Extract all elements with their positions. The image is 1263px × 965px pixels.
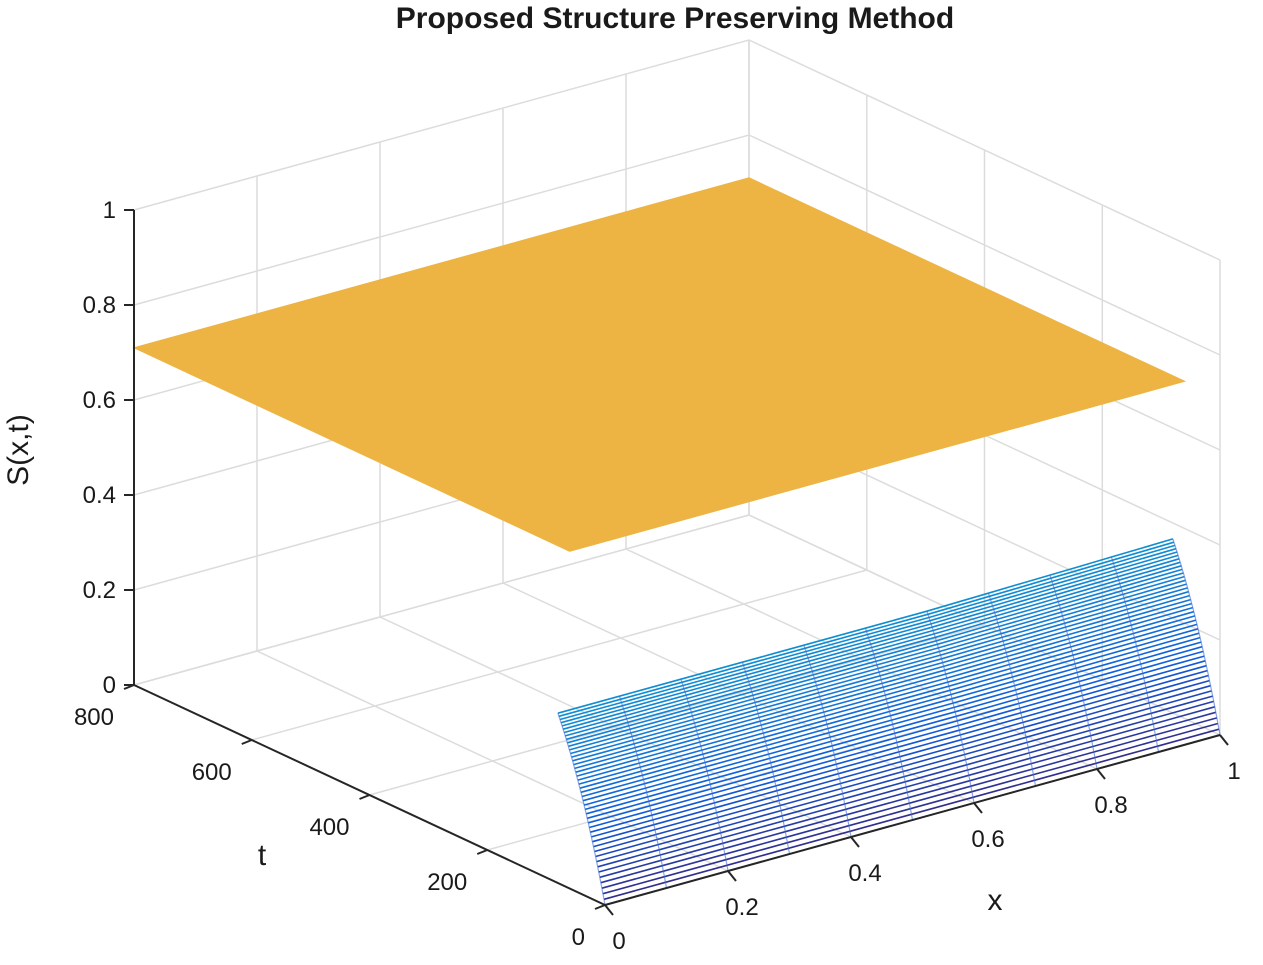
z-tick-label: 0.2	[83, 577, 116, 604]
surface-mesh-column	[1172, 538, 1221, 736]
z-tick-label: 0.8	[83, 292, 116, 319]
t-tick-label: 0	[572, 924, 585, 951]
surface-mesh-line	[559, 544, 1176, 721]
x-tick-label: 0.2	[725, 894, 758, 921]
x-tick-mark	[973, 802, 983, 814]
x-tick-label: 0	[612, 928, 625, 955]
surface-mesh-column	[680, 679, 729, 872]
surface-mesh-column	[557, 713, 606, 906]
surface-mesh-column	[864, 628, 914, 821]
z-tick-label: 1	[103, 197, 116, 224]
x-tick-label: 0.6	[971, 826, 1004, 853]
z-tick-label: 0.4	[83, 482, 116, 509]
x-tick-label: 0.8	[1094, 792, 1127, 819]
surface-mesh-column	[987, 593, 1037, 787]
surface-plot	[132, 177, 1221, 906]
surface-mesh-column	[803, 645, 852, 838]
x-axis-label: x	[988, 884, 1003, 917]
surface-mesh-column	[741, 662, 791, 855]
t-tick-mark	[476, 849, 488, 855]
t-tick-mark	[359, 794, 370, 800]
tick-labels: 0 0.2 0.4 0.6 0.8 1 0 0.2 0.4 0.6 0.8 1 0 200 400 600 80…	[74, 197, 1241, 955]
x-tick-label: 0.4	[848, 860, 881, 887]
z-axis-label: S(x,t)	[2, 414, 35, 486]
chart-title: Proposed Structure Preserving Method	[396, 2, 954, 35]
t-tick-mark	[123, 684, 135, 690]
x-axis-line	[604, 734, 1221, 906]
surface-mesh-column	[618, 696, 668, 889]
x-tick-mark	[850, 836, 860, 848]
t-tick-label: 400	[309, 814, 349, 841]
t-tick-mark	[594, 904, 606, 910]
surface-mesh-column	[1110, 556, 1160, 753]
z-tick-label: 0.6	[83, 387, 116, 414]
x-tick-mark	[1096, 768, 1106, 780]
x-tick-mark	[604, 904, 614, 916]
surface-plateau	[132, 177, 1187, 552]
x-tick-mark	[1219, 734, 1229, 746]
x-tick-label: 1	[1227, 758, 1240, 785]
surface-mesh-column	[926, 611, 975, 804]
t-tick-mark	[241, 739, 253, 745]
z-tick-label: 0	[103, 672, 116, 699]
t-tick-label: 800	[74, 704, 114, 731]
t-tick-label: 200	[427, 869, 467, 896]
x-tick-mark	[727, 870, 737, 882]
y-axis-label: t	[258, 839, 267, 872]
t-tick-label: 600	[192, 759, 232, 786]
surface-mesh-column	[1049, 574, 1098, 770]
